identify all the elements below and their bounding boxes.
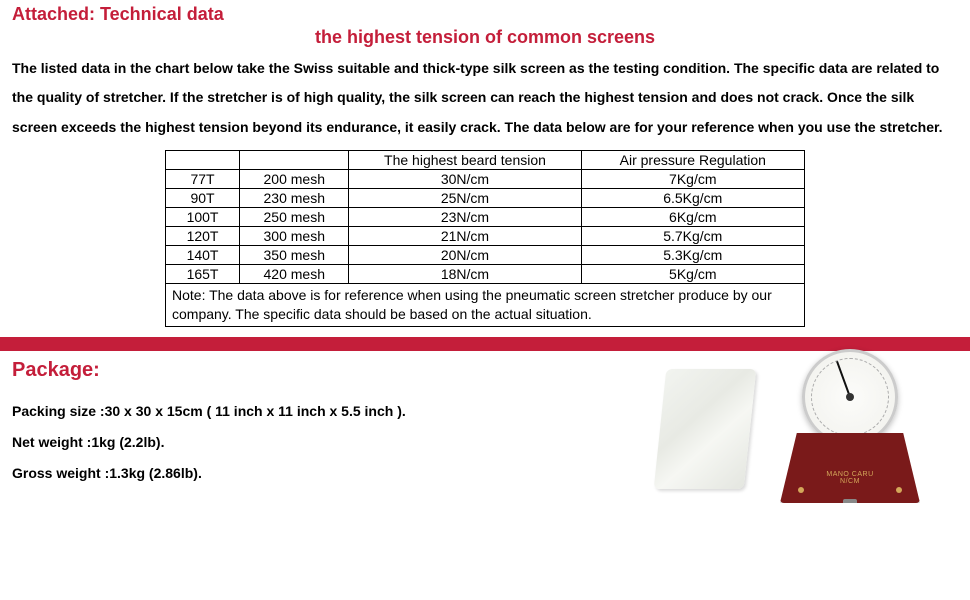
- col-header-4: Air pressure Regulation: [581, 151, 804, 170]
- table-row: 165T 420 mesh 18N/cm 5Kg/cm: [166, 265, 805, 284]
- table-row: 140T 350 mesh 20N/cm 5.3Kg/cm: [166, 246, 805, 265]
- col-header-3: The highest beard tension: [349, 151, 581, 170]
- table-note-row: Note: The data above is for reference wh…: [166, 284, 805, 327]
- table-row: 90T 230 mesh 25N/cm 6.5Kg/cm: [166, 189, 805, 208]
- table-row: 77T 200 mesh 30N/cm 7Kg/cm: [166, 170, 805, 189]
- intro-paragraph: The listed data in the chart below take …: [0, 54, 970, 150]
- package-section: Package: Packing size :30 x 30 x 15cm ( …: [0, 359, 970, 488]
- table-row: 100T 250 mesh 23N/cm 6Kg/cm: [166, 208, 805, 227]
- tension-table-wrap: The highest beard tension Air pressure R…: [165, 150, 805, 327]
- table-note: Note: The data above is for reference wh…: [166, 284, 805, 327]
- col-header-2: [240, 151, 349, 170]
- dial-hub-icon: [846, 393, 854, 401]
- table-header-row: The highest beard tension Air pressure R…: [166, 151, 805, 170]
- tension-meter-body-icon: MANO CARUN/CM: [780, 433, 920, 503]
- dial-needle-icon: [836, 361, 851, 397]
- product-figure: MANO CARUN/CM: [660, 349, 940, 509]
- subtitle-heading: the highest tension of common screens: [0, 25, 970, 54]
- glass-plate-icon: [654, 369, 757, 489]
- table-row: 120T 300 mesh 21N/cm 5.7Kg/cm: [166, 227, 805, 246]
- tension-dial-icon: [802, 349, 898, 445]
- meter-knob-icon: [843, 499, 857, 509]
- tension-table: The highest beard tension Air pressure R…: [165, 150, 805, 327]
- attached-heading: Attached: Technical data: [0, 0, 970, 25]
- col-header-1: [166, 151, 240, 170]
- meter-screw-icon: [798, 487, 804, 493]
- meter-screw-icon: [896, 487, 902, 493]
- meter-label: MANO CARUN/CM: [780, 471, 920, 485]
